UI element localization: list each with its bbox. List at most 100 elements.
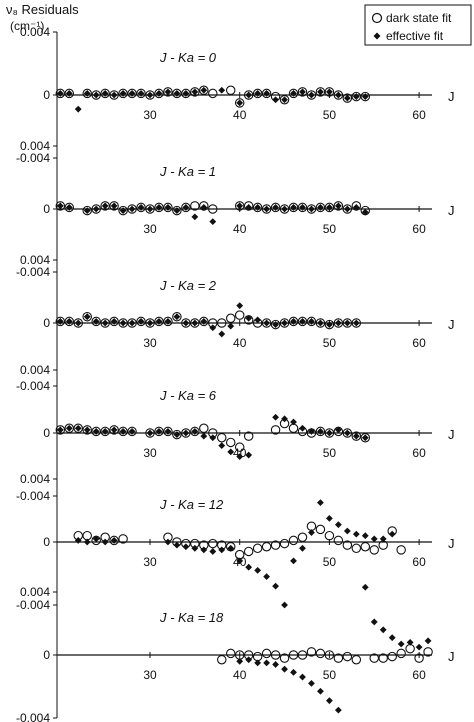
effective-fit-point — [352, 530, 360, 538]
panel-1: 0.004 0 -0.004 30 40 50 60 J J - Ka = 1 — [16, 139, 455, 279]
x-tick-label: 50 — [323, 555, 337, 569]
effective-fit-point — [110, 318, 118, 325]
dark-state-point — [378, 540, 388, 550]
dark-state-point — [64, 316, 75, 327]
effective-fit-point — [290, 204, 297, 211]
effective-fit-point — [290, 418, 297, 426]
dark-state-point — [217, 654, 227, 665]
dark-state-point — [172, 205, 182, 216]
dark-state-point — [82, 205, 92, 216]
panel-label: J - Ka = 6 — [159, 388, 217, 403]
x-axis-label: J — [448, 427, 455, 442]
dark-state-point — [118, 205, 128, 216]
effective-fit-point — [236, 453, 244, 461]
dark-state-point — [333, 201, 344, 211]
dark-state-point — [109, 535, 119, 546]
dark-state-point — [225, 85, 236, 96]
effective-fit-point — [146, 205, 154, 213]
effective-fit-point — [74, 424, 82, 432]
effective-fit-point — [415, 643, 423, 651]
effective-fit-point — [191, 319, 199, 327]
effective-fit-point — [352, 319, 360, 327]
dark-state-point — [315, 87, 326, 97]
dark-state-point — [396, 545, 406, 555]
dark-state-point — [243, 431, 254, 441]
effective-fit-point — [164, 428, 172, 435]
effective-fit-point — [101, 428, 109, 435]
dark-state-point — [279, 318, 290, 328]
dark-state-point — [261, 648, 272, 659]
effective-fit-point — [299, 88, 306, 96]
effective-fit-point — [200, 432, 208, 440]
effective-fit-point — [56, 426, 64, 434]
x-tick-label: 50 — [323, 108, 337, 122]
effective-fit-point — [182, 429, 190, 437]
effective-fit-point — [352, 204, 360, 211]
effective-fit-point — [352, 93, 360, 100]
effective-fit-point — [173, 207, 181, 214]
dark-state-point — [127, 88, 137, 99]
effective-fit-point — [326, 697, 333, 705]
dark-state-point — [351, 654, 362, 665]
panel-2: 0.004 0 -0.004 30 40 50 60 J J - Ka = 2 — [16, 253, 455, 393]
effective-fit-point — [173, 313, 181, 321]
dark-state-point — [360, 432, 371, 443]
effective-fit-point — [56, 202, 64, 210]
effective-fit-point — [74, 105, 82, 113]
y-tick-label: 0.004 — [20, 472, 50, 486]
effective-fit-point — [281, 665, 288, 673]
y-tick-label: 0.004 — [20, 585, 50, 599]
effective-fit-point — [263, 573, 271, 581]
effective-fit-point — [110, 426, 118, 434]
effective-fit-point — [119, 90, 127, 97]
y-tick-label: 0 — [43, 648, 50, 662]
dark-state-point — [73, 423, 83, 434]
dark-state-point — [145, 428, 155, 438]
dark-state-point — [342, 428, 353, 438]
effective-fit-point — [245, 314, 253, 322]
effective-fit-point — [119, 207, 127, 214]
y-tick-label: 0 — [43, 535, 50, 549]
effective-fit-point — [361, 583, 369, 591]
dark-state-point — [163, 87, 173, 97]
dark-state-point — [324, 428, 335, 438]
effective-fit-point — [361, 208, 369, 216]
dark-state-point — [396, 648, 406, 659]
dark-state-point — [91, 426, 101, 437]
dark-state-point — [190, 318, 200, 328]
legend-effective-label: effective fit — [386, 29, 444, 43]
effective-fit-point — [155, 90, 163, 97]
effective-fit-point — [245, 204, 253, 211]
dark-state-point — [163, 316, 173, 327]
x-tick-label: 50 — [323, 222, 337, 236]
dark-state-point — [288, 316, 299, 327]
effective-fit-point — [191, 213, 199, 221]
dark-state-point — [252, 318, 263, 328]
effective-fit-point — [326, 88, 333, 96]
effective-fit-point — [56, 90, 64, 97]
effective-fit-point — [92, 205, 100, 213]
panel-label: J - Ka = 12 — [159, 497, 224, 512]
dark-state-point — [154, 88, 164, 99]
dark-state-point — [55, 425, 66, 435]
dark-state-point — [324, 87, 335, 97]
dark-state-point — [225, 437, 236, 448]
effective-fit-point — [182, 319, 190, 327]
dark-state-point — [252, 543, 263, 554]
ylabel-line1: ν₈ Residuals — [6, 2, 79, 17]
effective-fit-point — [236, 302, 244, 310]
dark-state-point — [297, 650, 308, 660]
effective-fit-point — [254, 316, 262, 324]
effective-fit-point — [164, 318, 172, 325]
x-tick-label: 60 — [412, 668, 426, 682]
dark-state-point — [324, 530, 335, 541]
effective-fit-point — [245, 563, 253, 571]
dark-state-point — [342, 93, 353, 103]
effective-fit-point — [308, 205, 315, 213]
dark-state-point — [73, 318, 83, 328]
effective-fit-point — [263, 659, 271, 667]
y-tick-label: 0 — [43, 202, 50, 216]
effective-fit-point — [334, 521, 342, 529]
effective-fit-point — [317, 88, 324, 96]
